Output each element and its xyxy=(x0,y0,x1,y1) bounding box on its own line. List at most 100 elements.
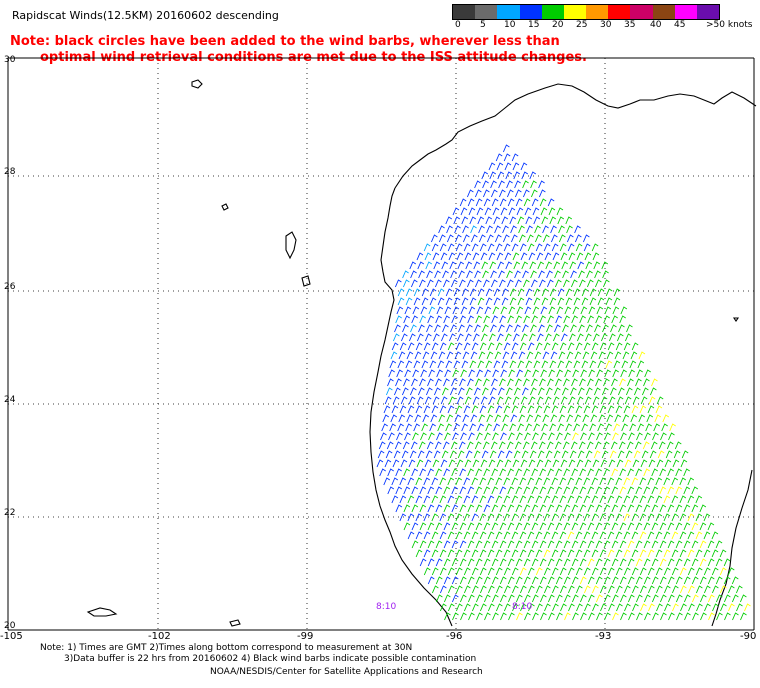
wind-barb xyxy=(597,288,605,297)
wind-barb xyxy=(441,450,449,459)
wind-barb xyxy=(575,513,583,522)
wind-barb xyxy=(627,522,635,531)
wind-barb xyxy=(711,549,719,558)
wind-barb xyxy=(479,513,487,522)
wind-barb xyxy=(551,513,559,522)
wind-barb xyxy=(532,207,540,216)
wind-barb xyxy=(569,261,577,270)
wind-barb xyxy=(691,486,699,495)
wind-barb xyxy=(564,369,571,378)
wind-barb xyxy=(509,297,517,306)
wind-barb xyxy=(619,468,626,477)
wind-barb xyxy=(541,288,549,297)
wind-barb xyxy=(571,540,579,549)
wind-barb xyxy=(514,324,521,333)
wind-barb xyxy=(489,171,497,180)
wind-barb xyxy=(543,567,551,576)
wind-barb xyxy=(440,333,448,342)
wind-barb xyxy=(613,288,621,297)
wind-barb xyxy=(477,297,485,306)
wind-barb xyxy=(628,432,635,441)
wind-barb xyxy=(595,486,603,495)
wind-barb xyxy=(476,207,484,216)
wind-barb xyxy=(455,477,463,486)
wind-barb xyxy=(607,567,615,576)
wind-barb xyxy=(417,261,425,270)
wind-barb xyxy=(455,495,463,504)
wind-barb xyxy=(529,387,537,396)
wind-barb xyxy=(484,207,492,216)
wind-barb xyxy=(423,477,431,486)
wind-barb xyxy=(687,531,695,540)
wind-barb xyxy=(512,396,520,405)
wind-barb xyxy=(601,261,609,270)
wind-barb xyxy=(620,306,628,315)
wind-barb xyxy=(615,531,623,540)
wind-barb xyxy=(446,234,454,243)
wind-barb xyxy=(631,585,639,594)
wind-barb xyxy=(571,468,578,477)
wind-barb xyxy=(519,549,527,558)
colorbar-swatch xyxy=(652,5,675,19)
wind-barb xyxy=(563,522,571,531)
wind-barb xyxy=(482,324,489,333)
wind-barb xyxy=(519,243,527,252)
wind-barb xyxy=(507,378,514,387)
wind-barb xyxy=(540,369,547,378)
wind-barb xyxy=(456,459,464,468)
colorbar-swatch xyxy=(674,5,697,19)
wind-barb xyxy=(438,234,446,243)
wind-barb xyxy=(728,603,735,612)
wind-barb xyxy=(492,612,499,621)
wind-barb xyxy=(671,531,679,540)
wind-barb xyxy=(427,315,434,324)
wind-barb xyxy=(643,486,651,495)
wind-barb xyxy=(511,531,519,540)
wind-barb xyxy=(656,603,663,612)
colorbar-label: 25 xyxy=(576,20,588,30)
wind-barb xyxy=(390,414,398,423)
wind-barb xyxy=(520,396,528,405)
wind-barb xyxy=(398,414,406,423)
wind-barb xyxy=(524,306,532,315)
wind-barb xyxy=(540,432,547,441)
wind-barb xyxy=(515,594,523,603)
wind-barb xyxy=(576,396,584,405)
wind-barb xyxy=(494,351,502,360)
wind-barb xyxy=(631,405,639,414)
wind-barb xyxy=(607,495,615,504)
wind-barb xyxy=(472,333,480,342)
wind-barb xyxy=(426,324,433,333)
wind-barb xyxy=(487,531,495,540)
wind-barb xyxy=(614,351,622,360)
wind-barb xyxy=(487,549,495,558)
wind-barb xyxy=(662,414,670,423)
wind-barb xyxy=(499,576,507,585)
wind-barb xyxy=(628,612,635,621)
wind-barb xyxy=(606,351,614,360)
wind-barb xyxy=(431,585,439,594)
wind-barb xyxy=(611,522,619,531)
wind-barb xyxy=(503,549,511,558)
wind-barb xyxy=(514,189,522,198)
wind-barb xyxy=(605,288,613,297)
wind-barb xyxy=(620,369,627,378)
wind-barb xyxy=(552,252,560,261)
wind-barb xyxy=(527,495,535,504)
wind-barb xyxy=(488,162,496,171)
wind-barb xyxy=(515,468,522,477)
wind-barb xyxy=(630,351,638,360)
wind-barb xyxy=(708,612,715,621)
wind-barb xyxy=(435,378,442,387)
wind-barb xyxy=(651,576,659,585)
wind-barb xyxy=(412,432,419,441)
wind-barb xyxy=(491,486,499,495)
wind-barb xyxy=(576,333,584,342)
wind-barb xyxy=(432,252,440,261)
wind-barb xyxy=(410,279,418,288)
wind-barb xyxy=(476,369,483,378)
wind-barb xyxy=(424,396,432,405)
wind-barb xyxy=(479,567,487,576)
wind-barb xyxy=(567,405,575,414)
